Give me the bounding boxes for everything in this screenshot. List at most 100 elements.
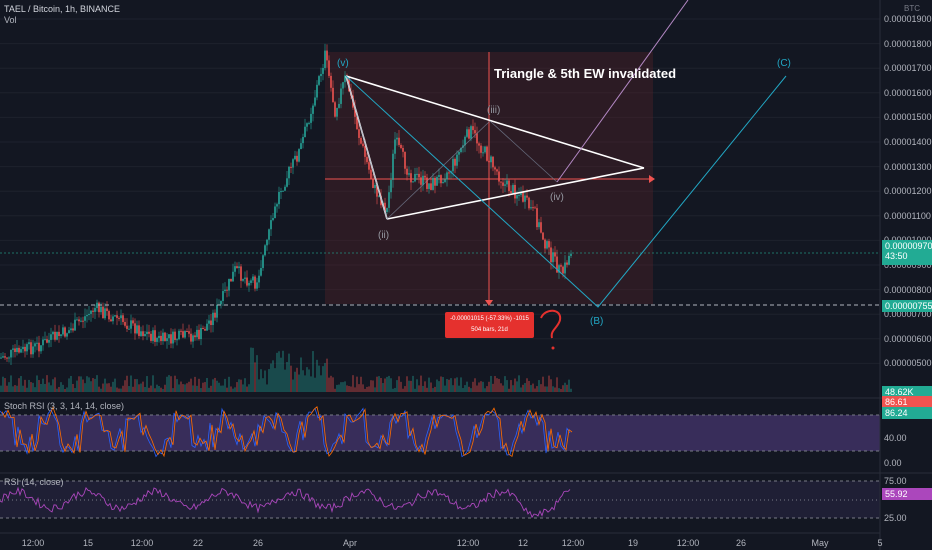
candle-body [512,184,514,194]
volume-bar [250,347,252,392]
volume-bar [314,377,316,392]
volume-bar [356,376,358,392]
candle-body [358,129,360,138]
volume-bar [464,385,466,392]
volume-bar [372,380,374,392]
volume-bar [360,376,362,392]
volume-bar [380,377,382,392]
candle-body [138,325,140,336]
candle-body [488,160,490,163]
candle-body [254,276,256,289]
stoch-rsi-label[interactable]: Stoch RSI (3, 3, 14, 14, close) [4,401,125,411]
candle-body [336,107,338,117]
volume-bar [364,388,366,392]
candle-body [42,339,44,346]
volume-bar [518,375,520,392]
volume-bar [458,385,460,392]
volume-bar [552,386,554,392]
candle-body [2,356,4,358]
volume-bar [248,384,250,392]
volume-bar [98,386,100,392]
candle-body [126,325,128,329]
volume-bar [400,381,402,392]
candle-body [564,262,566,274]
candle-body [364,146,366,157]
volume-bar [34,387,36,392]
candle-body [238,266,240,269]
price-tick: 0.00001100 [884,210,931,221]
volume-bar [246,386,248,392]
volume-bar [206,377,208,392]
volume-bar [368,386,370,392]
candle-body [328,60,330,76]
candle-body [150,333,152,341]
symbol-title[interactable]: TAEL / Bitcoin, 1h, BINANCE [4,4,121,14]
candle-body [378,195,380,197]
candle-body [432,177,434,190]
price-tick: 0.00001700 [884,63,932,74]
time-tick: 22 [192,538,204,548]
volume-bar [70,375,72,392]
candle-body [194,335,196,338]
candle-body [410,173,412,183]
volume-bar [566,384,568,392]
volume-bar [228,376,230,392]
volume-bar [542,376,544,392]
volume-bar [426,387,428,392]
candle-body [48,339,50,343]
candle-body [282,190,284,192]
candle-body [312,105,314,114]
volume-bar [316,359,318,392]
volume-bar [502,385,504,392]
volume-bar [40,383,42,392]
volume-bar [472,381,474,392]
volume-bar [302,370,304,392]
volume-bar [494,376,496,392]
candle-body [16,347,18,352]
candle-body [94,308,96,312]
volume-bars [0,347,572,392]
volume-bar [256,355,258,392]
candle-body [288,166,290,179]
volume-bar [128,386,130,392]
candle-body [156,337,158,342]
rsi-label[interactable]: RSI (14, close) [4,477,64,487]
candle-body [368,162,370,170]
volume-bar [558,388,560,392]
volume-bar [450,378,452,392]
volume-bar [158,385,160,392]
candle-body [102,306,104,319]
volume-bar [6,385,8,392]
volume-label[interactable]: Vol [4,15,17,25]
volume-bar [326,358,328,392]
candle-body [188,331,190,334]
volume-bar [322,366,324,392]
volume-bar [388,375,390,392]
volume-bar [226,387,228,392]
volume-bar [424,381,426,392]
candle-body [490,156,492,163]
candle-body [140,331,142,336]
candle-body [534,207,536,209]
candle-body [116,315,118,318]
volume-bar [192,385,194,392]
current-price-tag: 0.00000970 43:50 [882,240,932,265]
projection-purple [556,0,689,183]
candle-body [476,133,478,144]
volume-bar [220,385,222,392]
candle-body [420,177,422,185]
candle-body [20,349,22,353]
stoch-k-tag: 86.61 [882,396,932,408]
volume-bar [554,387,556,392]
volume-bar [408,380,410,392]
volume-bar [534,388,536,392]
volume-bar [48,382,50,392]
volume-bar [114,378,116,392]
candle-body [298,149,300,162]
volume-bar [432,388,434,392]
volume-bar [214,377,216,392]
candle-body [456,154,458,166]
candle-body [454,158,456,166]
volume-bar [332,377,334,392]
